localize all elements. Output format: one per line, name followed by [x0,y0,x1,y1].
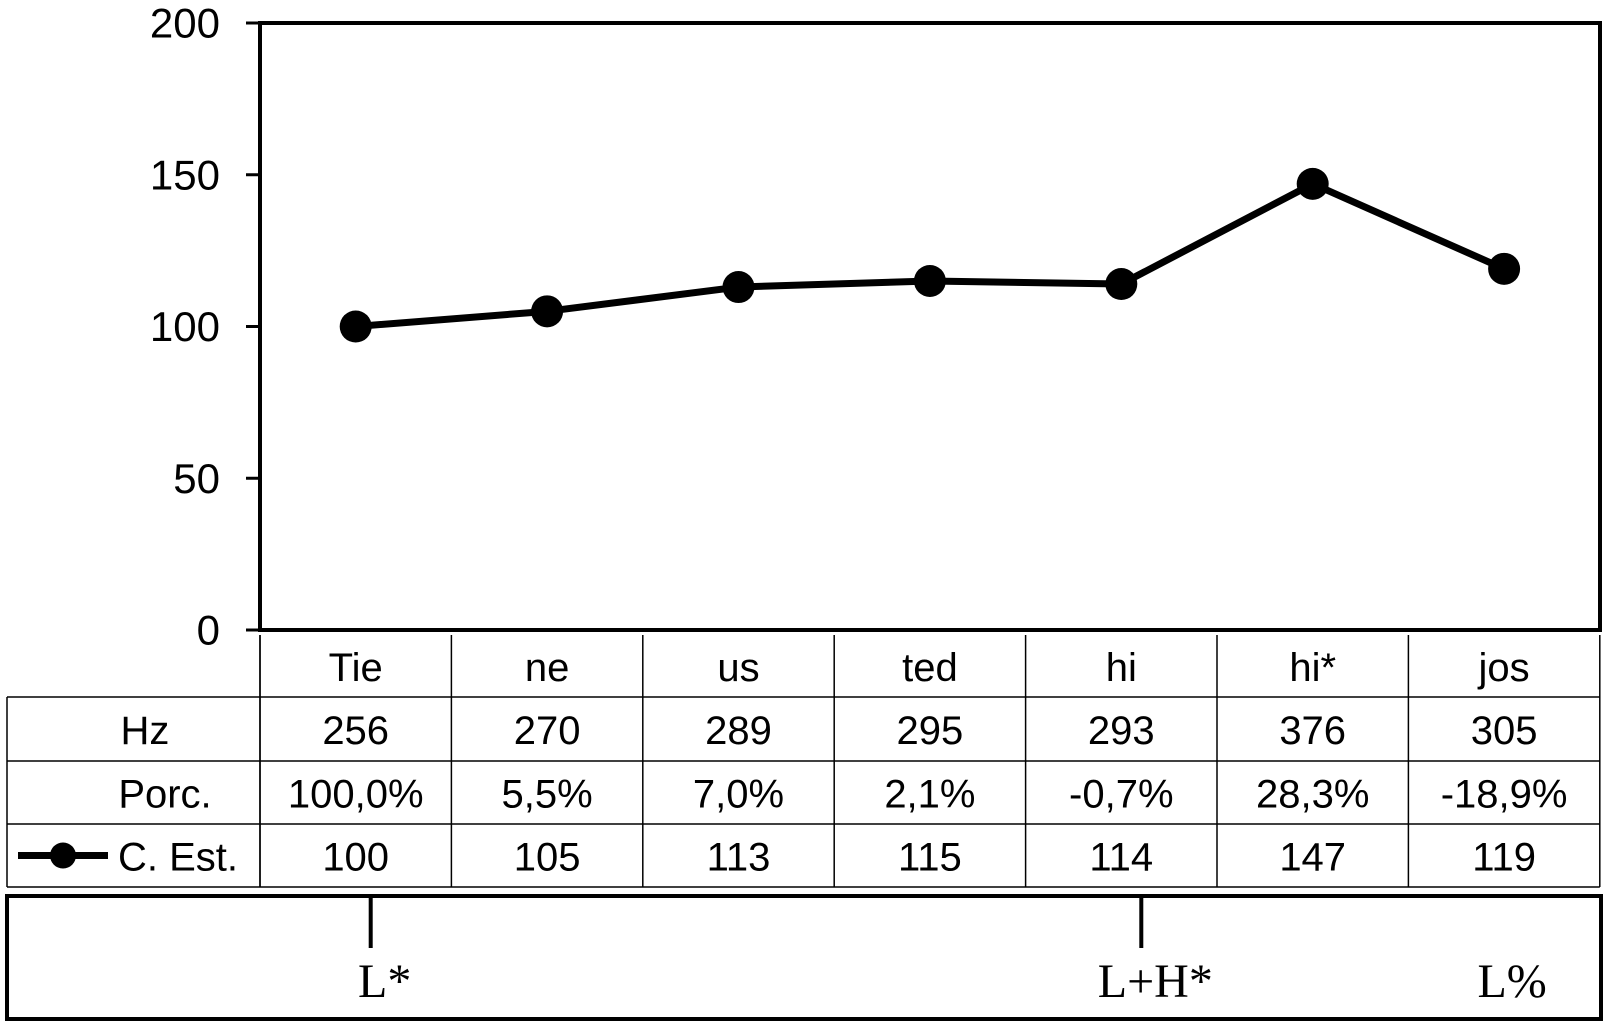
x-tick-label: ne [525,646,570,690]
table-cell: 113 [707,836,771,880]
table-cell: 305 [1471,709,1538,753]
table-cell: 119 [1472,836,1536,880]
table-cell: 114 [1089,836,1153,880]
row-label: Porc. [118,773,211,817]
x-tick-label: hi* [1289,646,1336,690]
series-line [355,180,1506,330]
table-cell: 100 [322,836,389,880]
table-cell: 28,3% [1256,773,1369,817]
x-tick-label: Tie [329,646,383,690]
x-tick-label: ted [902,646,958,690]
legend-label: C. Est. [118,836,238,880]
table-cell: 105 [514,836,581,880]
data-table: Tie ne us ted hi hi* jos Hz 256 270 289 295 293 376 30… [6,635,1601,888]
table-cell: 100,0% [288,773,424,817]
table-cell: 289 [705,709,772,753]
y-tick-label: 200 [150,0,220,47]
y-tick-label: 0 [197,607,220,654]
data-point [722,271,755,304]
x-tick-label: hi [1106,646,1137,690]
tone-label: L* [358,955,411,1008]
tone-label: L+H* [1098,955,1213,1008]
table-cell: 147 [1279,836,1346,880]
y-axis: 0 50 100 150 200 [150,0,260,654]
table-cell: 376 [1279,709,1346,753]
y-tick-label: 150 [150,151,220,198]
data-point [913,264,946,297]
table-cell: -18,9% [1441,773,1568,817]
table-cell: 295 [897,709,964,753]
tone-label: L% [1477,955,1546,1008]
x-tick-label: us [717,646,759,690]
data-point [339,310,372,343]
x-tick-label: jos [1478,646,1530,690]
table-cell: 5,5% [502,773,593,817]
table-cell: 270 [514,709,581,753]
data-point [531,295,564,328]
legend-marker-swatch [50,842,76,869]
table-cell: 7,0% [693,773,784,817]
y-tick-label: 50 [173,455,220,502]
data-point [1488,252,1521,285]
table-cell: 256 [322,709,389,753]
table-cell: -0,7% [1069,773,1174,817]
series-line [339,167,1521,343]
table-cell: 2,1% [884,773,975,817]
tone-box [5,894,1603,1021]
data-point [1296,167,1329,200]
tone-annotations: L* L+H* L% [358,898,1547,1008]
y-tick-label: 100 [150,303,220,350]
table-cell: 293 [1088,709,1155,753]
row-label: Hz [121,709,170,753]
plot-area [258,21,1602,632]
table-cell: 115 [898,836,962,880]
data-point [1105,268,1138,301]
